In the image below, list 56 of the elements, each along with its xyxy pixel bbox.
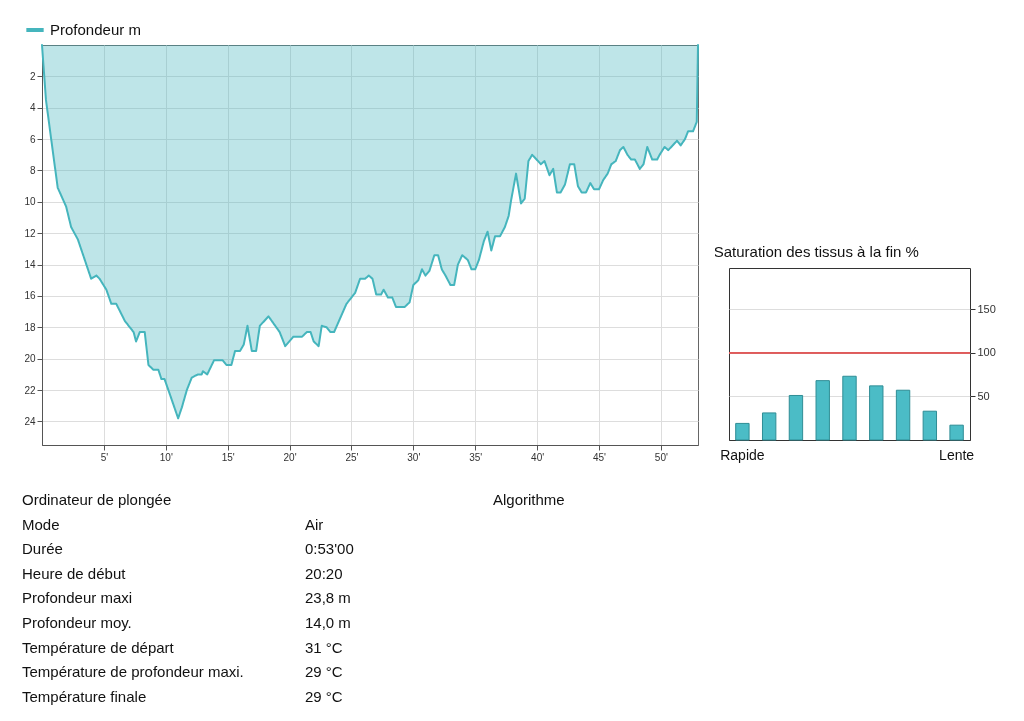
bar [869, 385, 884, 441]
y-tick-label: 4 [29, 102, 36, 114]
x-tick-label: Rapide [720, 446, 765, 463]
x-tick-label: 10' [159, 451, 173, 463]
category-label: Température de profondeur maxi. [22, 663, 244, 681]
y-tick-label: 18 [24, 321, 36, 333]
x-tick-label: 50' [654, 451, 668, 463]
x-tick-label: 15' [221, 451, 235, 463]
y-tick-label: 16 [24, 290, 36, 302]
text: Air [305, 515, 324, 533]
x-tick-label: 35' [469, 451, 483, 463]
text: 31 °C [305, 638, 343, 656]
x-tick-label: 25' [345, 451, 359, 463]
category-label: Température finale [22, 687, 147, 705]
x-tick-label: 20' [283, 451, 297, 463]
y-tick-label: 12 [24, 227, 36, 239]
bar [815, 380, 830, 441]
legend-label: Profondeur m [50, 21, 141, 38]
bar [949, 424, 964, 441]
bar [735, 422, 750, 441]
category-label: Algorithme [493, 491, 565, 508]
category-label: Mode [22, 515, 60, 533]
bar [842, 375, 857, 441]
category-label: Heure de début [22, 564, 126, 582]
bar [922, 410, 938, 441]
text: 20:20 [305, 564, 343, 582]
category-label: Durée [22, 540, 63, 558]
chart-title: Saturation des tissus à la fin % [713, 243, 919, 260]
y-tick-label: 150 [977, 302, 996, 315]
x-tick-label: 40' [531, 451, 545, 463]
bar [895, 389, 911, 441]
text: 29 °C [305, 663, 343, 681]
category-label: Profondeur maxi [22, 589, 133, 607]
bar [761, 412, 777, 441]
y-tick-label: 50 [977, 389, 990, 402]
y-tick-label: 24 [24, 415, 36, 427]
text: 29 °C [305, 687, 343, 705]
text: 23,8 m [305, 589, 351, 607]
y-tick-label: 6 [29, 133, 36, 145]
y-tick-label: 100 [977, 346, 996, 359]
x-tick-label: Lente [939, 446, 975, 463]
y-tick-label: 22 [24, 384, 36, 396]
text: 14,0 m [305, 614, 351, 631]
bar [788, 394, 804, 441]
y-tick-label: 20 [24, 353, 36, 365]
category-label: Profondeur moy. [22, 614, 132, 631]
x-tick-label: 5' [100, 451, 109, 463]
x-tick-label: 45' [592, 451, 607, 463]
x-tick-label: 30' [407, 451, 421, 463]
y-tick-label: 2 [29, 70, 36, 82]
text: 0:53'00 [305, 540, 354, 558]
category-label: Température de départ [22, 638, 174, 656]
y-tick-label: 10 [24, 196, 36, 208]
category-label: Ordinateur de plongée [22, 491, 172, 508]
y-tick-label: 8 [29, 164, 36, 176]
y-tick-label: 14 [24, 259, 36, 271]
